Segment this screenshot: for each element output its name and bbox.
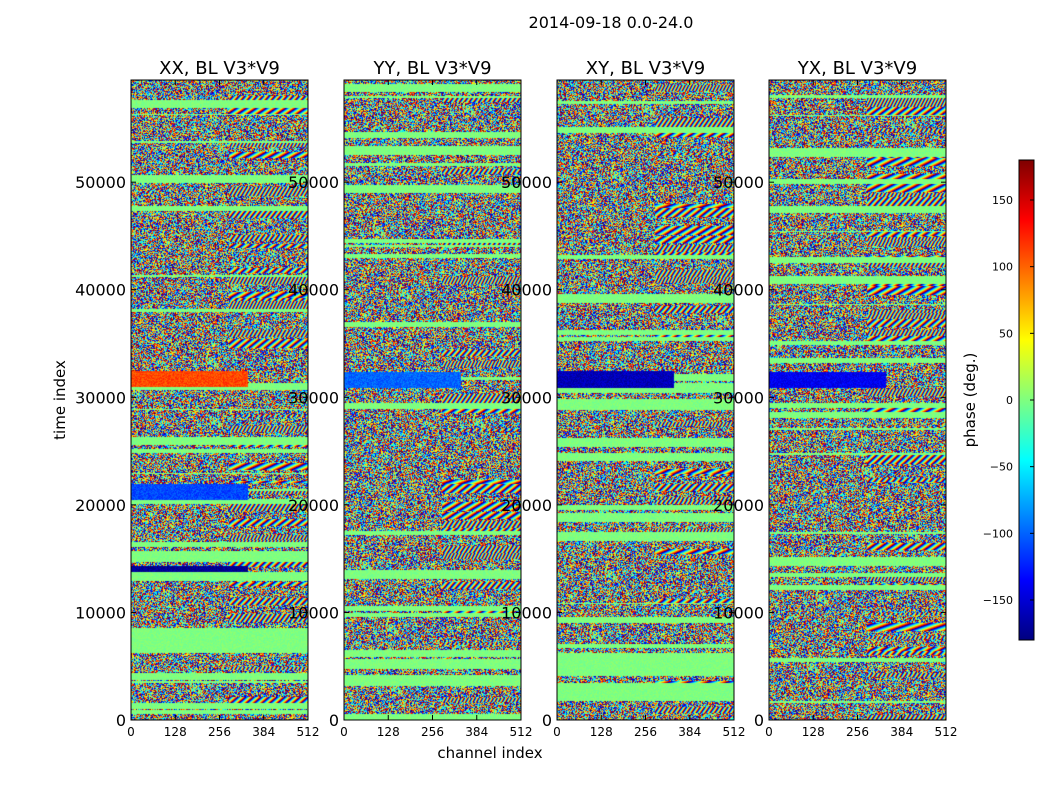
x-tick-label: 512	[723, 725, 746, 739]
y-tick-label: 20000	[713, 496, 764, 515]
y-tick-label: 10000	[288, 603, 339, 622]
y-tick-label: 40000	[288, 281, 339, 300]
heatmap-yy	[344, 80, 521, 720]
panel-xx: XX, BL V3*V9 0 128 256 384 512 0 10000 20000 3000…	[75, 58, 319, 739]
x-tick-label: 0	[340, 725, 348, 739]
y-tick-label: 0	[754, 711, 764, 730]
y-tick-label: 20000	[501, 496, 552, 515]
x-tick-label: 0	[553, 725, 561, 739]
y-axis-label: time index	[51, 360, 69, 440]
x-tick-label: 512	[510, 725, 533, 739]
panel-title: XX, BL V3*V9	[159, 58, 280, 79]
y-tick-label: 30000	[75, 388, 126, 407]
colorbar-tick-label: 150	[992, 194, 1013, 207]
figure-suptitle: 2014-09-18 0.0-24.0	[529, 13, 694, 32]
panel-yx: YX, BL V3*V9 0 128 256 384 512 0 10000 20000 3000…	[713, 58, 957, 739]
panels: XX, BL V3*V9 0 128 256 384 512 0 10000 20000 3000…	[75, 58, 957, 739]
colorbar-tick-label: −100	[983, 527, 1013, 540]
y-tick-label: 40000	[75, 281, 126, 300]
x-tick-label: 512	[297, 725, 320, 739]
x-tick-label: 256	[846, 725, 869, 739]
x-tick-label: 384	[465, 725, 488, 739]
y-tick-label: 40000	[501, 281, 552, 300]
x-tick-label: 256	[421, 725, 444, 739]
x-tick-label: 128	[590, 725, 613, 739]
colorbar-tick-label: 50	[999, 327, 1013, 340]
y-tick-label: 50000	[713, 173, 764, 192]
x-tick-label: 384	[252, 725, 275, 739]
x-tick-label: 128	[377, 725, 400, 739]
y-tick-label: 30000	[288, 388, 339, 407]
colorbar-tick-label: 0	[1006, 394, 1013, 407]
y-tick-label: 30000	[501, 388, 552, 407]
colorbar-tick-label: −150	[983, 594, 1013, 607]
x-tick-label: 0	[765, 725, 773, 739]
x-tick-label: 0	[127, 725, 135, 739]
colorbar-label: phase (deg.)	[961, 353, 979, 448]
x-tick-label: 256	[208, 725, 231, 739]
x-tick-label: 384	[890, 725, 913, 739]
x-tick-label: 128	[802, 725, 825, 739]
y-tick-label: 0	[329, 711, 339, 730]
y-tick-label: 30000	[713, 388, 764, 407]
panel-title: XY, BL V3*V9	[586, 58, 705, 79]
x-tick-label: 256	[634, 725, 657, 739]
y-tick-label: 20000	[75, 496, 126, 515]
x-tick-label: 512	[935, 725, 958, 739]
y-tick-label: 10000	[713, 603, 764, 622]
panel-title: YX, BL V3*V9	[797, 58, 917, 79]
colorbar-tick-label: −50	[990, 461, 1013, 474]
colorbar-tick-label: 100	[992, 261, 1013, 274]
panel-xy: XY, BL V3*V9 0 128 256 384 512 0 10000 20000 3000…	[501, 58, 745, 739]
heatmap-yx	[769, 80, 946, 720]
y-tick-label: 50000	[288, 173, 339, 192]
x-axis-label: channel index	[437, 744, 542, 762]
y-tick-label: 50000	[501, 173, 552, 192]
heatmap-xx	[131, 80, 308, 720]
y-tick-label: 20000	[288, 496, 339, 515]
panel-title: YY, BL V3*V9	[372, 58, 491, 79]
colorbar: 150 100 50 0 −50 −100 −150 phase (deg.)	[961, 159, 1035, 641]
y-tick-label: 10000	[501, 603, 552, 622]
y-tick-label: 40000	[713, 281, 764, 300]
y-tick-label: 50000	[75, 173, 126, 192]
y-tick-label: 0	[542, 711, 552, 730]
panel-yy: YY, BL V3*V9 0 128 256 384 512 0 10000 20000 3000…	[288, 58, 532, 739]
x-tick-label: 128	[164, 725, 187, 739]
x-tick-label: 384	[678, 725, 701, 739]
heatmap-xy	[557, 80, 734, 720]
y-tick-label: 10000	[75, 603, 126, 622]
y-tick-label: 0	[116, 711, 126, 730]
